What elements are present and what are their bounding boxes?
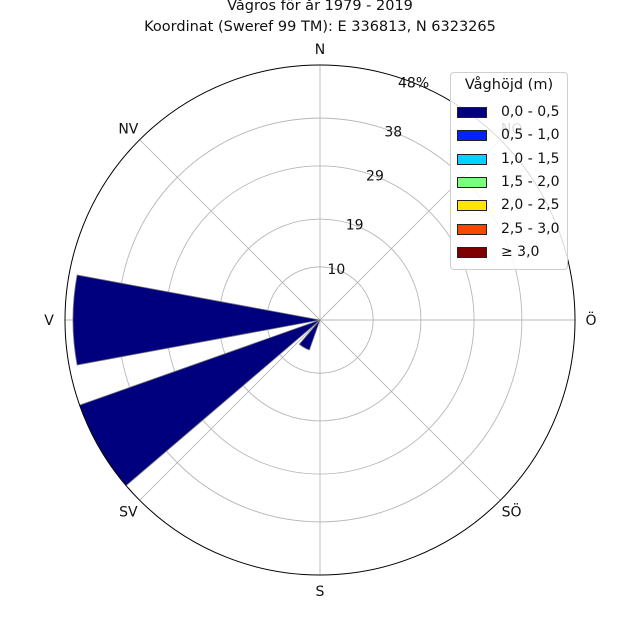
legend-swatch: [457, 130, 487, 142]
radial-tick-label: 48%: [398, 75, 429, 91]
legend-label: ≥ 3,0: [501, 243, 540, 260]
legend-title: Våghöjd (m): [464, 77, 554, 93]
radial-tick-label: 38: [384, 124, 402, 140]
legend-label: 1,0 - 1,5: [501, 150, 560, 167]
legend-label: 1,5 - 2,0: [501, 173, 560, 190]
legend-label: 0,0 - 0,5: [501, 104, 560, 120]
direction-label: SÖ: [502, 503, 522, 521]
radial-gridline: [319, 319, 501, 501]
legend-label: 0,5 - 1,0: [501, 127, 560, 144]
wave-rose-bar: [72, 274, 321, 366]
direction-label: Ö: [585, 311, 596, 329]
wave-rose-bar: [298, 319, 321, 351]
direction-label: SV: [119, 505, 138, 521]
radial-tick-label: 10: [327, 262, 345, 278]
radial-gridline: [139, 139, 321, 321]
radial-gridline: [139, 319, 321, 501]
legend-label: 2,0 - 2,5: [501, 197, 560, 214]
direction-label: V: [44, 313, 54, 329]
legend-swatch: [457, 107, 487, 118]
legend-swatch: [457, 200, 487, 212]
radial-tick-label: 19: [346, 218, 364, 234]
legend: Våghöjd (m) 0,0 - 0,5 0,5 - 1,0 1,0 - 1,5 1…: [450, 72, 568, 270]
legend-label: 2,5 - 3,0: [501, 220, 560, 237]
radial-tick-label: 29: [366, 169, 384, 185]
chart-title: Vågros för år 1979 - 2019: [227, 0, 413, 14]
polar-frame: [64, 64, 576, 576]
direction-label: S: [316, 584, 325, 600]
direction-label: N: [315, 42, 325, 58]
legend-swatch: [457, 176, 487, 188]
chart-subtitle: Koordinat (Sweref 99 TM): E 336813, N 63…: [144, 19, 496, 35]
direction-label: NV: [118, 121, 138, 137]
legend-swatch: [457, 223, 487, 235]
legend-swatch: [457, 246, 487, 258]
legend-swatch: [457, 153, 487, 165]
